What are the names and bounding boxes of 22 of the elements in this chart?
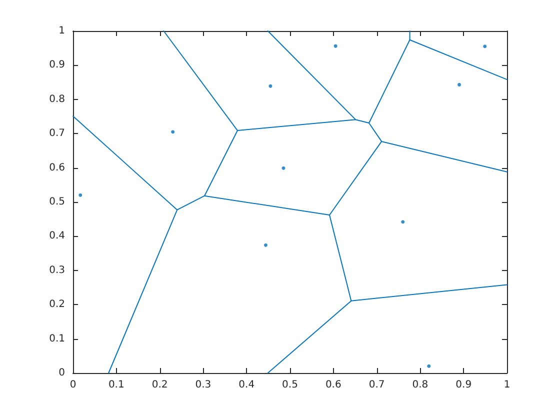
y-tick-label: 0.1 <box>49 333 65 344</box>
y-tick-label: 0.3 <box>49 264 65 276</box>
y-tick-label: 0.2 <box>49 299 65 310</box>
x-tick-label: 0.3 <box>195 380 212 390</box>
x-tick-label: 0.7 <box>368 380 385 390</box>
y-tick-label: 0.7 <box>49 128 65 140</box>
y-tick-label: 0 <box>58 368 65 378</box>
x-tick-label: 0.8 <box>412 380 428 390</box>
y-tick-label: 0.6 <box>49 162 65 174</box>
y-tick-label: 0.8 <box>49 94 65 105</box>
x-tick-label: 0 <box>70 380 76 390</box>
x-tick-label: 0.1 <box>108 380 124 390</box>
x-tick-label: 1 <box>504 380 510 390</box>
y-tick-label: 0.9 <box>49 60 65 71</box>
x-tick-label: 0.2 <box>152 380 168 390</box>
x-tick-label: 0.4 <box>238 380 255 390</box>
x-tick-label: 0.5 <box>282 380 298 390</box>
y-tick-label: 1 <box>58 26 65 36</box>
x-tick-label: 0.9 <box>456 380 472 390</box>
x-tick-label: 0.6 <box>325 380 342 390</box>
y-tick-label: 0.4 <box>49 230 65 242</box>
y-tick-label: 0.5 <box>49 196 65 208</box>
